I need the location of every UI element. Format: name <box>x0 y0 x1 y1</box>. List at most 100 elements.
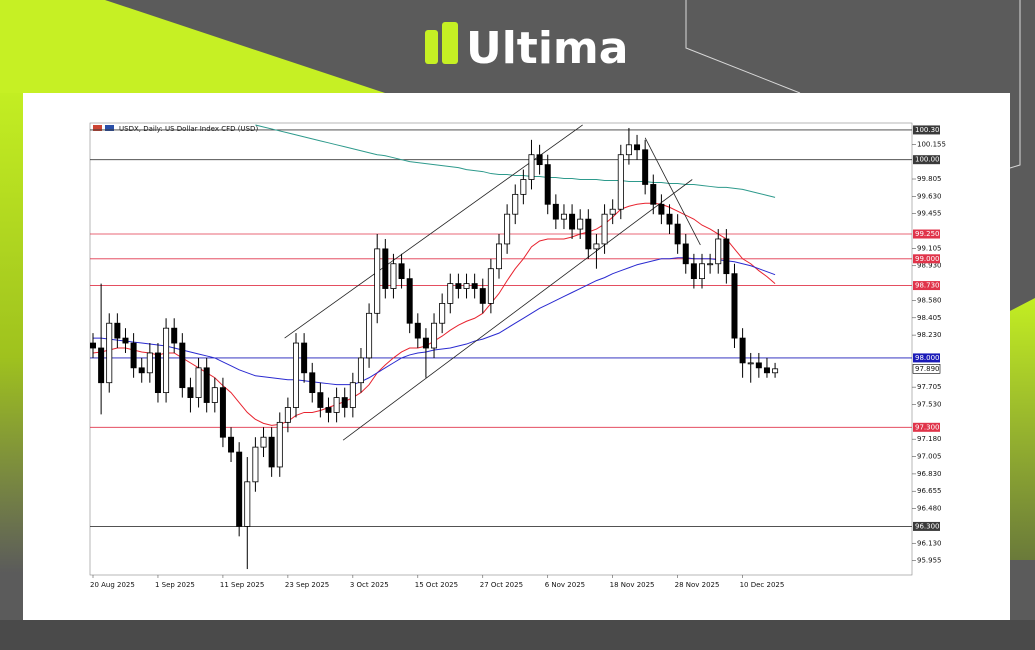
candle-body <box>122 337 129 344</box>
last-price-label: 97.890 <box>915 365 940 373</box>
candle-body <box>163 327 170 394</box>
level-label: 98.000 <box>915 354 940 362</box>
candle-body <box>487 268 494 304</box>
candle-body <box>455 283 462 289</box>
candle-body <box>447 283 454 304</box>
candle-body <box>431 322 438 349</box>
level-label: 98.730 <box>915 282 940 290</box>
candle-body <box>138 367 145 374</box>
candle-body <box>552 203 559 220</box>
candle-body <box>171 327 178 344</box>
candle-body <box>682 243 689 265</box>
candle-body <box>390 263 397 289</box>
candle-body <box>528 154 535 180</box>
y-tick-label: 98.580 <box>917 296 942 304</box>
candle-body <box>228 436 235 453</box>
x-tick-label: 11 Sep 2025 <box>220 581 264 589</box>
level-label: 97.300 <box>915 423 940 431</box>
y-tick-label: 97.705 <box>917 383 942 391</box>
candle-body <box>187 387 194 398</box>
candle-body <box>203 367 210 403</box>
candle-body <box>309 372 316 394</box>
candle-body <box>609 208 616 215</box>
candle-body <box>504 213 511 245</box>
candle-body <box>601 213 608 245</box>
candle-body <box>479 288 486 304</box>
candle-body <box>260 436 267 448</box>
symbol-icon <box>105 125 114 131</box>
candle-body <box>179 342 186 389</box>
moving-average <box>255 124 776 198</box>
level-tag <box>913 229 940 239</box>
x-tick-label: 18 Nov 2025 <box>610 581 655 589</box>
candle-body <box>707 263 714 266</box>
candle-body <box>544 164 551 205</box>
y-tick-label: 96.830 <box>917 470 942 478</box>
y-tick-label: 97.005 <box>917 453 942 461</box>
candle-body <box>763 367 770 374</box>
candle-body <box>374 248 381 314</box>
logo-bar <box>442 22 458 64</box>
candle-body <box>219 387 226 438</box>
candle-body <box>422 337 429 349</box>
candle-body <box>211 387 218 403</box>
level-label: 99.250 <box>915 230 940 238</box>
candle-body <box>98 347 105 384</box>
candle-body <box>674 223 681 245</box>
candle-body <box>284 407 291 423</box>
candle-body <box>642 149 649 185</box>
footer-band <box>0 620 1035 650</box>
candle-body <box>382 248 389 289</box>
level-tag <box>913 353 940 363</box>
candle-body <box>406 278 413 324</box>
candle-body <box>747 362 754 365</box>
y-tick-label: 98.930 <box>917 262 942 270</box>
candle-body <box>146 352 153 374</box>
y-tick-label: 99.630 <box>917 192 942 200</box>
level-label: 99.000 <box>915 255 940 263</box>
level-label: 96.300 <box>915 522 940 530</box>
candle-body <box>731 273 738 339</box>
x-tick-label: 6 Nov 2025 <box>545 581 585 589</box>
x-tick-label: 23 Sep 2025 <box>285 581 329 589</box>
x-tick-label: 3 Oct 2025 <box>350 581 389 589</box>
candle-body <box>593 243 600 250</box>
y-tick-label: 99.455 <box>917 210 942 218</box>
candle-body <box>650 184 657 205</box>
trend-line <box>644 137 701 246</box>
candle-body <box>512 193 519 215</box>
candle-body <box>625 144 632 156</box>
accent-shape <box>1008 298 1035 560</box>
candle-body <box>755 362 762 369</box>
candle-body <box>244 481 251 527</box>
level-tag <box>913 281 940 291</box>
candle-body <box>739 337 746 364</box>
x-tick-label: 27 Oct 2025 <box>480 581 523 589</box>
level-tag <box>913 521 940 531</box>
plot-area <box>89 122 913 576</box>
level-label: 100.300 <box>915 126 944 134</box>
y-tick-label: 99.105 <box>917 244 942 252</box>
candle-body <box>463 283 470 289</box>
candle-body <box>569 213 576 230</box>
candle-body <box>577 218 584 230</box>
candle-body <box>130 342 137 369</box>
candle-body <box>617 154 624 210</box>
y-tick-label: 97.530 <box>917 401 942 409</box>
symbol-icon <box>93 125 102 131</box>
brand-name: Ultima <box>466 23 628 74</box>
level-tag <box>913 155 940 165</box>
x-tick-label: 10 Dec 2025 <box>740 581 785 589</box>
candle-body <box>90 342 97 349</box>
candle-body <box>195 367 202 398</box>
y-tick-label: 97.180 <box>917 435 942 443</box>
candle-body <box>634 144 641 151</box>
candle-body <box>252 446 259 483</box>
logo: Ultima <box>425 22 628 74</box>
y-tick-label: 96.655 <box>917 487 942 495</box>
candle-body <box>772 368 779 374</box>
candle-body <box>414 322 421 339</box>
candle-body <box>658 203 665 215</box>
